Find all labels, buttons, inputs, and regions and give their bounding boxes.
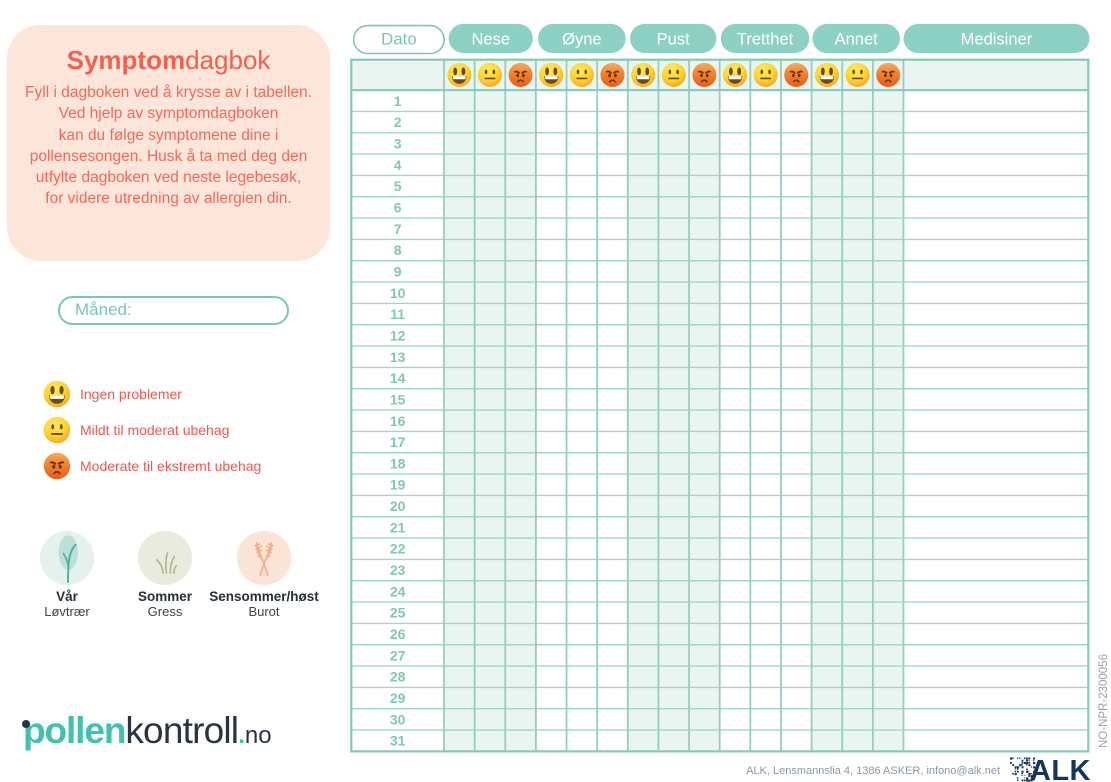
svg-text:9: 9 <box>394 263 402 279</box>
svg-text:29: 29 <box>390 690 406 706</box>
svg-text:Nese: Nese <box>471 31 510 49</box>
svg-text:20: 20 <box>390 498 406 514</box>
svg-text:19: 19 <box>390 477 406 493</box>
svg-text:1: 1 <box>394 93 402 109</box>
svg-text:25: 25 <box>390 605 406 621</box>
svg-text:18: 18 <box>390 455 406 471</box>
svg-text:14: 14 <box>390 370 406 386</box>
svg-text:NO-NPR-2300056: NO-NPR-2300056 <box>1098 654 1110 748</box>
svg-text:ALK: ALK <box>1030 755 1091 782</box>
svg-text:7: 7 <box>394 221 402 237</box>
svg-text:2: 2 <box>394 114 402 130</box>
svg-text:Tretthet: Tretthet <box>737 31 794 49</box>
svg-text:12: 12 <box>390 327 406 343</box>
svg-text:11: 11 <box>390 306 405 322</box>
svg-text:4: 4 <box>394 157 402 173</box>
svg-text:3: 3 <box>394 135 402 151</box>
svg-text:Dato: Dato <box>381 29 417 48</box>
svg-text:30: 30 <box>390 711 406 727</box>
svg-text:Pust: Pust <box>657 31 690 49</box>
svg-text:22: 22 <box>390 541 406 557</box>
svg-text:17: 17 <box>390 434 406 450</box>
svg-text:10: 10 <box>390 285 406 301</box>
svg-text:13: 13 <box>390 349 406 365</box>
svg-text:Medisiner: Medisiner <box>961 31 1033 49</box>
svg-text:6: 6 <box>394 199 402 215</box>
svg-text:31: 31 <box>390 733 406 749</box>
svg-text:Annet: Annet <box>835 31 879 49</box>
svg-text:21: 21 <box>390 519 406 535</box>
svg-text:ALK, Lensmannslia 4, 1386 ASKE: ALK, Lensmannslia 4, 1386 ASKER, infono@… <box>746 765 1000 777</box>
svg-text:5: 5 <box>394 178 402 194</box>
svg-text:16: 16 <box>390 413 406 429</box>
svg-text:24: 24 <box>390 583 406 599</box>
svg-text:28: 28 <box>390 669 406 685</box>
svg-text:Øyne: Øyne <box>562 31 601 49</box>
svg-text:26: 26 <box>390 626 406 642</box>
svg-text:23: 23 <box>390 562 406 578</box>
svg-text:8: 8 <box>394 242 402 258</box>
svg-text:15: 15 <box>390 391 406 407</box>
svg-text:27: 27 <box>390 647 406 663</box>
